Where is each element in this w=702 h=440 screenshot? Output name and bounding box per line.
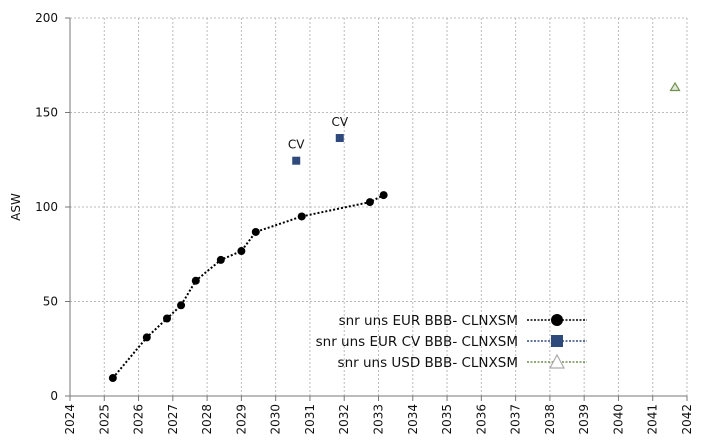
data-label: CV [331,115,348,129]
x-tick-label: 2028 [200,404,214,435]
data-label: CV [288,138,305,152]
x-tick-label: 2041 [646,404,660,435]
y-tick-label: 0 [50,389,58,403]
y-axis-label: ASW [9,193,23,221]
x-tick-label: 2032 [337,404,351,435]
x-tick-label: 2036 [474,404,488,435]
legend-label: snr uns USD BBB- CLNXSM [338,355,518,371]
y-tick-label: 200 [35,11,58,25]
point [108,374,117,383]
x-tick-label: 2025 [97,404,111,435]
legend-label: snr uns EUR CV BBB- CLNXSM [316,334,518,350]
point [292,156,301,165]
y-tick-label: 150 [35,106,58,120]
x-tick-label: 2038 [543,404,557,435]
x-tick-label: 2031 [303,404,317,435]
series-line [112,194,385,379]
point [163,314,172,323]
x-tick-label: 2026 [132,404,146,435]
legend-marker [551,335,563,347]
x-tick-label: 2029 [234,404,248,435]
x-tick-label: 2024 [63,404,77,435]
point [379,191,388,200]
x-tick-label: 2033 [372,404,386,435]
x-tick-label: 2039 [577,404,591,435]
x-tick-label: 2034 [406,404,420,435]
point [142,333,151,342]
legend-marker [551,314,563,326]
point [191,276,200,285]
legend-marker [548,353,566,369]
point [669,81,681,92]
point [237,247,246,256]
y-tick-label: 50 [43,295,58,309]
point [251,227,260,236]
x-tick-label: 2030 [269,404,283,435]
point [177,301,186,310]
point [335,134,344,143]
y-tick-label: 100 [35,200,58,214]
legend-label: snr uns EUR BBB- CLNXSM [339,313,518,329]
x-tick-label: 2027 [166,404,180,435]
x-tick-label: 2037 [509,404,523,435]
x-tick-label: 2035 [440,404,454,435]
x-tick-label: 2040 [611,404,625,435]
point [297,212,306,221]
point [365,198,374,207]
x-tick-label: 2042 [680,404,694,435]
point [216,255,225,264]
